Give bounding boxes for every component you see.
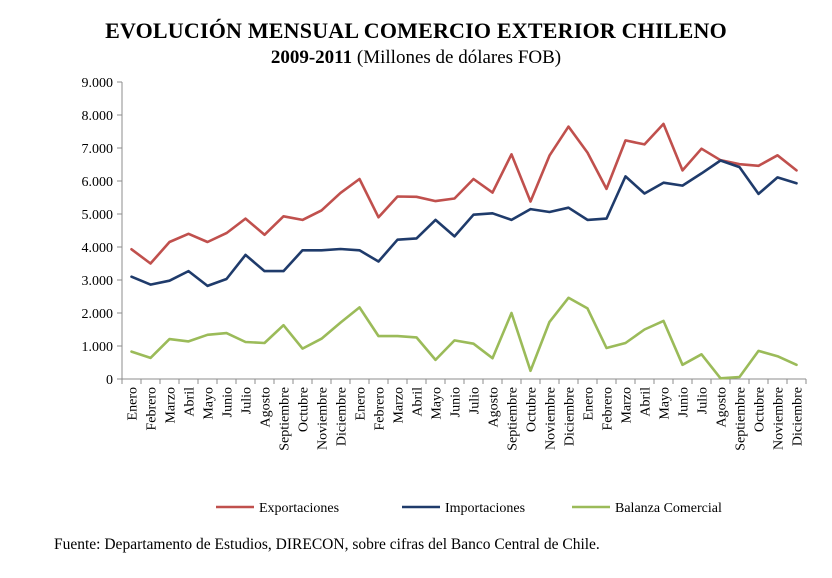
y-tick-label: 8.000 xyxy=(82,109,114,124)
x-tick-label: Octubre xyxy=(297,387,312,432)
y-tick-label: 5.000 xyxy=(82,208,114,223)
chart-legend: Exportaciones Importaciones Balanza Comerc… xyxy=(216,501,722,516)
series-line-importaciones xyxy=(130,159,798,288)
x-tick-label: Noviembre xyxy=(316,387,331,450)
x-tick-label: Julio xyxy=(240,387,255,414)
x-tick-label: Octubre xyxy=(753,387,768,432)
chart-title: EVOLUCIÓN MENSUAL COMERCIO EXTERIOR CHIL… xyxy=(105,18,727,43)
chart-subtitle: 2009-2011 (Millones de dólares FOB) xyxy=(0,47,832,69)
x-tick-label: Abril xyxy=(411,387,426,417)
x-tick-label: Abril xyxy=(183,387,198,417)
y-tick-label: 0 xyxy=(106,373,113,388)
y-tick-label: 6.000 xyxy=(82,175,114,190)
y-tick-label: 1.000 xyxy=(82,340,114,355)
x-tick-label: Enero xyxy=(582,387,597,420)
legend-label: Importaciones xyxy=(445,501,525,516)
y-tick-label: 7.000 xyxy=(82,142,114,157)
chart-series xyxy=(130,122,798,380)
y-tick-label: 4.000 xyxy=(82,241,114,256)
x-tick-label: Julio xyxy=(468,387,483,414)
x-tick-label: Marzo xyxy=(164,387,179,424)
x-tick-label: Noviembre xyxy=(544,387,559,450)
x-tick-label: Diciembre xyxy=(335,387,350,446)
x-tick-label: Septiembre xyxy=(278,387,293,451)
subtitle-units: (Millones de dólares FOB) xyxy=(356,47,562,68)
x-tick-label: Septiembre xyxy=(506,387,521,451)
x-tick-label: Diciembre xyxy=(563,387,578,446)
x-tick-label: Octubre xyxy=(525,387,540,432)
subtitle-years: 2009-2011 xyxy=(270,47,353,68)
x-tick-label: Diciembre xyxy=(791,387,806,446)
source-note: Fuente: Departamento de Estudios, DIRECO… xyxy=(54,536,600,553)
x-tick-label: Agosto xyxy=(259,387,274,427)
x-tick-label: Mayo xyxy=(202,387,217,420)
x-tick-label: Enero xyxy=(126,387,141,420)
legend-label: Exportaciones xyxy=(259,501,339,516)
x-tick-label: Agosto xyxy=(715,387,730,427)
series-line-balanza-comercial xyxy=(130,296,798,380)
x-tick-label: Febrero xyxy=(145,387,160,431)
chart-axes: 0 1.000 2.000 3.000 4.000 5.000 6.000 7.000 8.00… xyxy=(82,76,807,451)
x-tick-label: Julio xyxy=(696,387,711,414)
x-tick-label: Febrero xyxy=(601,387,616,431)
x-tick-label: Mayo xyxy=(430,387,445,420)
x-tick-label: Junio xyxy=(221,387,236,417)
x-tick-label: Mayo xyxy=(658,387,673,420)
x-tick-label: Agosto xyxy=(487,387,502,427)
x-tick-label: Junio xyxy=(449,387,464,417)
y-tick-label: 9.000 xyxy=(82,76,114,91)
y-tick-label: 2.000 xyxy=(82,307,114,322)
series-line-exportaciones xyxy=(130,122,798,265)
x-tick-label: Marzo xyxy=(392,387,407,424)
x-tick-label: Septiembre xyxy=(734,387,749,451)
x-tick-label: Junio xyxy=(677,387,692,417)
x-tick-label: Enero xyxy=(354,387,369,420)
x-tick-label: Abril xyxy=(639,387,654,417)
line-chart: 0 1.000 2.000 3.000 4.000 5.000 6.000 7.000 8.00… xyxy=(82,76,807,516)
x-tick-label: Febrero xyxy=(373,387,388,431)
x-tick-label: Noviembre xyxy=(772,387,787,450)
legend-label: Balanza Comercial xyxy=(615,501,722,516)
x-tick-label: Marzo xyxy=(620,387,635,424)
y-tick-label: 3.000 xyxy=(82,274,114,289)
